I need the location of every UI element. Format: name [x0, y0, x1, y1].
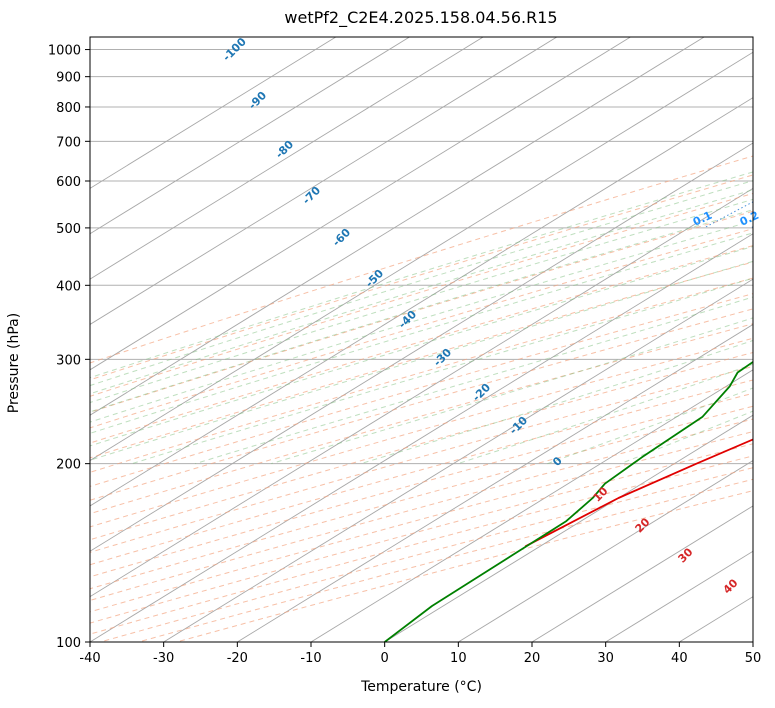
- moist-adiabat: [90, 245, 753, 447]
- dry-adiabat-label: -50: [363, 267, 386, 290]
- y-tick-label: 500: [56, 222, 81, 237]
- mixing-ratio-label: 0.2: [738, 209, 761, 229]
- x-axis-label: Temperature (°C): [361, 679, 482, 695]
- isotherm: [531, 505, 753, 642]
- isotherm: [90, 142, 753, 552]
- chart-title: wetPf2_C2E4.2025.158.04.56.R15: [284, 8, 558, 27]
- isotherm: [384, 414, 753, 642]
- x-tick-label: 20: [524, 651, 541, 666]
- dry-adiabat-label: -10: [507, 414, 530, 437]
- dry-adiabat: [90, 228, 753, 429]
- dry-adiabat-label: 40: [721, 576, 741, 596]
- moist-adiabat: [360, 339, 753, 465]
- isotherm: [90, 37, 484, 280]
- dry-adiabat-label: -60: [330, 226, 353, 249]
- x-tick-label: 0: [381, 651, 389, 666]
- mixing-ratio-line: [750, 226, 753, 229]
- isotherm: [310, 369, 753, 642]
- x-tick-label: 30: [597, 651, 614, 666]
- isotherm: [90, 37, 631, 371]
- moist-adiabat: [90, 189, 753, 395]
- isotherm: [752, 641, 753, 642]
- dry-adiabat: [90, 277, 753, 473]
- y-tick-label: 300: [56, 353, 81, 368]
- x-tick-label: -40: [79, 651, 100, 666]
- isotherm: [90, 233, 753, 642]
- y-tick-label: 600: [56, 175, 81, 190]
- isotherm: [90, 37, 410, 235]
- moist-adiabat: [620, 410, 753, 465]
- y-tick-label: 700: [56, 135, 81, 150]
- isotherm: [90, 97, 753, 507]
- moist-adiabat: [90, 232, 753, 434]
- series-line-0: [524, 438, 753, 548]
- dry-adiabat-label: 10: [591, 484, 611, 504]
- plot-frame: [89, 36, 754, 643]
- y-tick-label: 100: [56, 636, 81, 651]
- series-layer: [384, 360, 753, 642]
- dry-adiabat: [90, 392, 753, 578]
- dry-adiabat: [90, 308, 753, 501]
- axes-layer: -40 -30 -20 -10 0 10 20 30 40 5010020030040050060…: [48, 44, 761, 666]
- dry-adiabat: [90, 351, 753, 541]
- isotherm: [458, 460, 753, 642]
- dry-adiabat-label: -70: [300, 184, 323, 207]
- background-lines: [90, 37, 753, 642]
- y-tick-label: 400: [56, 279, 81, 294]
- dry-adiabat-label: -20: [470, 381, 493, 404]
- isotherm: [90, 187, 753, 598]
- x-tick-label: -10: [300, 651, 321, 666]
- isotherm: [90, 37, 705, 416]
- x-tick-label: 40: [671, 651, 688, 666]
- moist-adiabat: [90, 171, 753, 379]
- dry-adiabat: [90, 323, 753, 515]
- y-tick-label: 1000: [48, 44, 81, 59]
- moist-adiabat: [90, 198, 753, 404]
- y-tick-label: 800: [56, 101, 81, 116]
- isotherm: [163, 278, 753, 642]
- dry-adiabat: [90, 365, 753, 553]
- dry-adiabat-label: -30: [431, 346, 454, 369]
- isotherm: [237, 323, 753, 642]
- moist-adiabat: [270, 317, 753, 465]
- isotherm: [90, 37, 337, 189]
- x-tick-label: 10: [450, 651, 467, 666]
- x-tick-label: -20: [227, 651, 248, 666]
- series-line-1: [384, 360, 753, 642]
- x-tick-label: 50: [745, 651, 762, 666]
- y-tick-label: 900: [56, 71, 81, 86]
- dry-adiabat-label: 0: [550, 454, 565, 469]
- x-tick-label: -30: [153, 651, 174, 666]
- dry-adiabat: [90, 455, 753, 635]
- dry-adiabat: [90, 155, 753, 364]
- moist-adiabat: [194, 296, 753, 465]
- dry-adiabat-label: -90: [246, 89, 269, 112]
- moist-adiabat: [90, 260, 753, 461]
- dry-adiabat: [100, 467, 753, 642]
- moist-adiabat: [90, 220, 753, 423]
- y-tick-label: 200: [56, 458, 81, 473]
- isotherm: [90, 37, 558, 325]
- moist-adiabat: [131, 277, 753, 465]
- mixing-ratio-line: [703, 201, 753, 229]
- dry-adiabat-label: 30: [676, 545, 696, 565]
- y-axis-label: Pressure (hPa): [6, 312, 22, 414]
